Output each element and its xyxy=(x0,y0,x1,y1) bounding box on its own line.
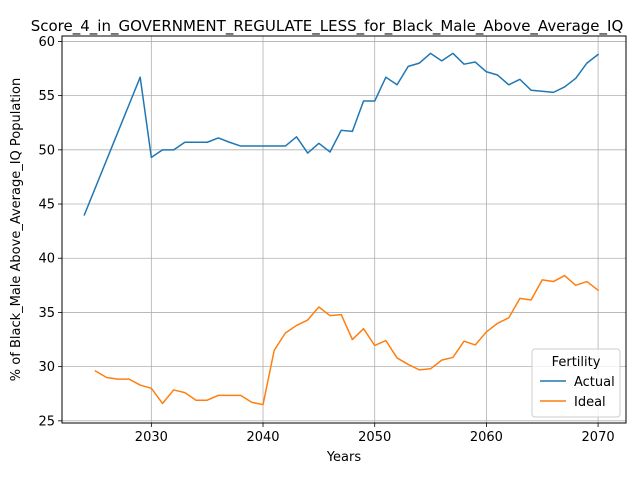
chart-title: Score_4_in_GOVERNMENT_REGULATE_LESS_for_… xyxy=(31,17,624,36)
x-tick-label: 2030 xyxy=(135,430,168,445)
legend-label-actual: Actual xyxy=(574,375,615,390)
y-tick-label: 50 xyxy=(38,143,55,158)
y-tick-label: 25 xyxy=(38,414,55,429)
legend-box xyxy=(531,348,621,418)
series-line-actual xyxy=(83,52,600,216)
y-axis-label: % of Black_Male Above_Average_IQ Populat… xyxy=(9,78,24,381)
legend: Fertility Actual Ideal xyxy=(531,348,621,418)
legend-label-ideal: Ideal xyxy=(574,395,606,410)
series-line-ideal xyxy=(94,274,600,406)
y-tick-label: 35 xyxy=(38,306,55,321)
series-lines xyxy=(83,52,600,406)
y-tick-label: 40 xyxy=(38,252,55,267)
axis-ticks: 2030 2040 2050 2060 2070 25 30 35 40 45 50 55 60 xyxy=(38,35,614,445)
x-tick-label: 2040 xyxy=(246,430,279,445)
x-tick-label: 2060 xyxy=(470,430,503,445)
x-axis-label: Years xyxy=(326,450,362,465)
legend-entries: Actual Ideal xyxy=(540,375,615,410)
x-tick-label: 2050 xyxy=(358,430,391,445)
y-tick-label: 55 xyxy=(38,89,55,104)
y-tick-label: 30 xyxy=(38,360,55,375)
plot-area: 2030 2040 2050 2060 2070 25 30 35 40 45 50 55 60 xyxy=(38,35,627,445)
legend-title: Fertility xyxy=(552,355,601,370)
y-tick-label: 60 xyxy=(38,35,55,50)
plot-frame xyxy=(61,35,627,424)
x-tick-label: 2070 xyxy=(582,430,615,445)
y-tick-label: 45 xyxy=(38,198,55,213)
